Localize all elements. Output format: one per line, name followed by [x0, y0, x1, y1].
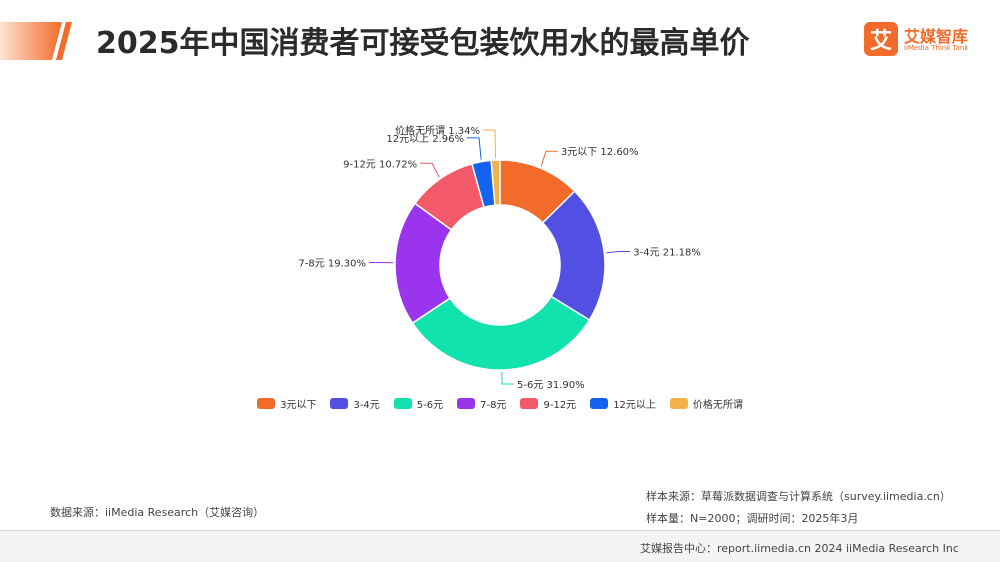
leader-line-5: [467, 137, 482, 160]
legend-item-3: 7-8元: [457, 396, 506, 411]
sample-source: 样本来源：草莓派数据调查与计算系统（survey.iimedia.cn）: [646, 490, 951, 503]
leader-line-0: [540, 150, 558, 167]
data-label-4: 9-12元 10.72%: [343, 159, 417, 170]
header-accent-bar: [0, 22, 72, 60]
slice-2: [411, 295, 591, 371]
legend-item-6: 价格无所谓: [669, 396, 743, 411]
logo-name: 艾媒智库: [904, 27, 969, 46]
legend-label-0: 3元以下: [280, 400, 317, 411]
report-center: 艾媒报告中心：report.iimedia.cn 2024 iiMedia Re…: [640, 542, 959, 555]
legend-label-5: 12元以上: [613, 400, 656, 411]
logo-icon: 艾: [864, 22, 898, 56]
chart-legend: 3元以下 3-4元 5-6元 7-8元 9-12元 12元以上 价格无所谓: [0, 396, 1000, 411]
leader-line-4: [420, 162, 440, 178]
donut-chart: 3元以下 12.60% 3-4元 21.18% 5-6元 31.90% 7-8元 19…: [298, 124, 701, 391]
logo-subtitle: iiMedia Think Tank: [904, 44, 969, 52]
legend-item-0: 3元以下: [257, 396, 316, 411]
sample-size: 样本量：N=2000；调研时间：2025年3月: [646, 512, 859, 525]
legend-label-1: 3-4元: [353, 400, 380, 411]
legend-swatch-6: [669, 398, 688, 409]
data-source: 数据来源：iiMedia Research（艾媒咨询）: [50, 506, 265, 519]
legend-swatch-4: [520, 398, 539, 409]
legend-swatch-2: [393, 398, 412, 409]
data-label-6: 价格无所谓 1.34%: [395, 124, 480, 137]
data-label-2: 5-6元 31.90%: [517, 380, 585, 391]
page-title: 2025年中国消费者可接受包装饮用水的最高单价: [96, 26, 750, 61]
legend-label-3: 7-8元: [480, 400, 507, 411]
leader-line-2: [501, 371, 515, 385]
leader-line-6: [482, 129, 496, 159]
brand-logo: 艾 艾媒智库 iiMedia Think Tank: [864, 22, 984, 58]
slice-6: [490, 159, 501, 207]
data-label-1: 3-4元 21.18%: [633, 247, 701, 258]
footer-divider: [0, 530, 1000, 531]
legend-swatch-3: [457, 398, 476, 409]
legend-swatch-0: [257, 398, 276, 409]
legend-item-1: 3-4元: [330, 396, 380, 411]
data-label-5: 12元以上 2.96%: [386, 133, 464, 145]
legend-label-2: 5-6元: [416, 400, 444, 411]
legend-label-4: 9-12元: [543, 400, 577, 411]
data-label-3: 7-8元 19.30%: [298, 259, 366, 270]
legend-item-4: 9-12元: [520, 396, 576, 411]
legend-item-2: 5-6元: [393, 396, 444, 411]
data-label-0: 3元以下 12.60%: [561, 147, 639, 158]
legend-swatch-1: [330, 398, 349, 409]
legend-label-6: 价格无所谓: [692, 400, 743, 411]
footer-band: [0, 531, 1000, 562]
legend-swatch-5: [590, 398, 609, 409]
leader-line-1: [606, 250, 631, 254]
legend-item-5: 12元以上: [590, 396, 656, 411]
